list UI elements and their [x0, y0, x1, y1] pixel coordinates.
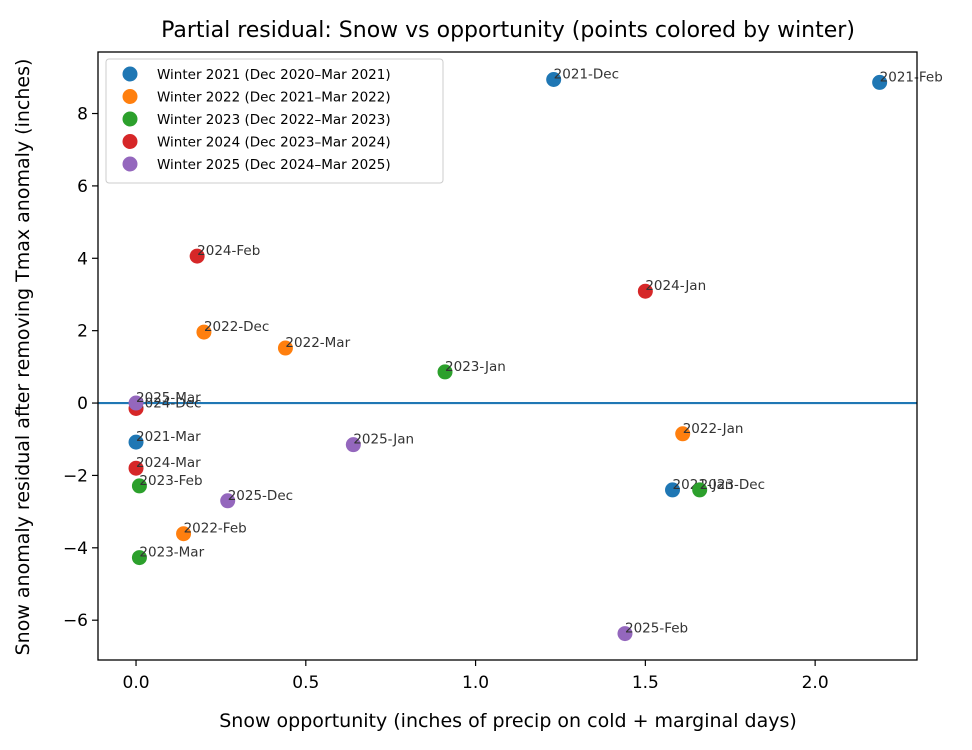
legend: Winter 2021 (Dec 2020–Mar 2021) Winter 20…	[105, 58, 444, 184]
x-tick-label: 1.5	[632, 673, 659, 693]
point-label: 2021-Feb	[880, 69, 943, 85]
point-label: 2021-Mar	[136, 429, 201, 445]
point-label: 2023-Feb	[139, 473, 202, 489]
point-label: 2022-Dec	[204, 319, 269, 335]
chart-title: Partial residual: Snow vs opportunity (p…	[161, 18, 855, 43]
point-label: 2022-Feb	[184, 521, 247, 537]
y-tick-label: 6	[77, 177, 88, 197]
data-point	[617, 626, 633, 642]
point-label: 2023-Mar	[139, 545, 204, 561]
axes-frame	[97, 51, 918, 661]
x-axis: 0.0 0.5 1.0 1.5 2.0	[123, 660, 829, 693]
plot-area: 2021-Dec2021-Feb2021-Mar2021-Jan2022-Dec…	[97, 51, 943, 661]
point-label: 2025-Mar	[136, 390, 201, 406]
data-point	[131, 478, 147, 494]
data-point	[692, 482, 708, 498]
point-label: 2022-Mar	[285, 335, 350, 351]
y-tick-label: −6	[63, 611, 88, 631]
legend-entry: Winter 2022 (Dec 2021–Mar 2022)	[157, 90, 391, 106]
legend-entry: Winter 2025 (Dec 2024–Mar 2025)	[157, 157, 391, 173]
series-5: 2025-Mar 2025-Jan 2025-Dec 2025-Feb	[128, 390, 688, 642]
point-label: 2023-Jan	[445, 359, 506, 375]
legend-entry: Winter 2024 (Dec 2023–Mar 2024)	[157, 135, 391, 151]
point-label: 2024-Dec	[136, 395, 201, 411]
point-label: 2022-Jan	[683, 421, 744, 437]
x-tick-label: 0.5	[292, 673, 319, 693]
y-tick-label: 0	[77, 394, 88, 414]
x-axis-label: Snow opportunity (inches of precip on co…	[219, 710, 797, 732]
point-label: 2025-Jan	[353, 432, 414, 448]
data-point	[675, 426, 691, 442]
data-point	[546, 72, 562, 88]
point-label: 2024-Feb	[197, 243, 260, 259]
x-tick-label: 1.0	[462, 673, 489, 693]
legend-entry: Winter 2023 (Dec 2022–Mar 2023)	[157, 112, 391, 128]
series-4: 2024-Feb 2024-Jan 2024-Dec 2024-Mar	[128, 243, 706, 476]
point-label: 2024-Mar	[136, 455, 201, 471]
data-point	[128, 460, 144, 476]
y-tick-label: 8	[77, 105, 88, 125]
y-tick-label: 2	[77, 322, 88, 342]
legend-marker	[122, 156, 138, 172]
y-tick-label: −2	[63, 466, 88, 486]
y-tick-label: 4	[77, 249, 88, 269]
legend-entry: Winter 2021 (Dec 2020–Mar 2021)	[157, 67, 391, 83]
x-tick-label: 0.0	[123, 673, 150, 693]
legend-box	[105, 58, 444, 184]
series-3: 2023-Jan 2023-Feb 2023-Dec 2023-Mar	[131, 359, 765, 566]
data-point	[872, 74, 888, 90]
y-axis-label: Snow anomaly residual after removing Tma…	[12, 59, 34, 656]
legend-marker	[122, 111, 138, 127]
x-tick-label: 2.0	[802, 673, 829, 693]
data-point	[665, 482, 681, 498]
point-label: 2025-Feb	[625, 621, 688, 637]
data-point	[189, 248, 205, 264]
series-2: 2022-Dec 2022-Mar 2022-Jan 2022-Feb	[176, 319, 744, 542]
data-point	[176, 526, 192, 542]
legend-marker	[122, 134, 138, 149]
data-point	[128, 434, 144, 450]
data-point	[131, 550, 147, 566]
data-point	[637, 283, 653, 299]
y-axis: −6 −4 −2 0 2 4 6 8	[63, 105, 98, 631]
legend-marker	[122, 66, 138, 82]
data-point	[345, 437, 361, 453]
point-label: 2025-Dec	[228, 488, 293, 504]
data-point	[437, 364, 453, 380]
legend-marker	[122, 89, 138, 104]
data-point	[196, 324, 212, 340]
data-point	[128, 395, 144, 411]
point-label: 2024-Jan	[645, 278, 706, 294]
y-tick-label: −4	[63, 539, 88, 559]
data-point	[277, 340, 293, 356]
point-label: 2021-Dec	[554, 67, 619, 83]
data-point	[220, 493, 236, 509]
point-label: 2023-Dec	[700, 477, 765, 493]
